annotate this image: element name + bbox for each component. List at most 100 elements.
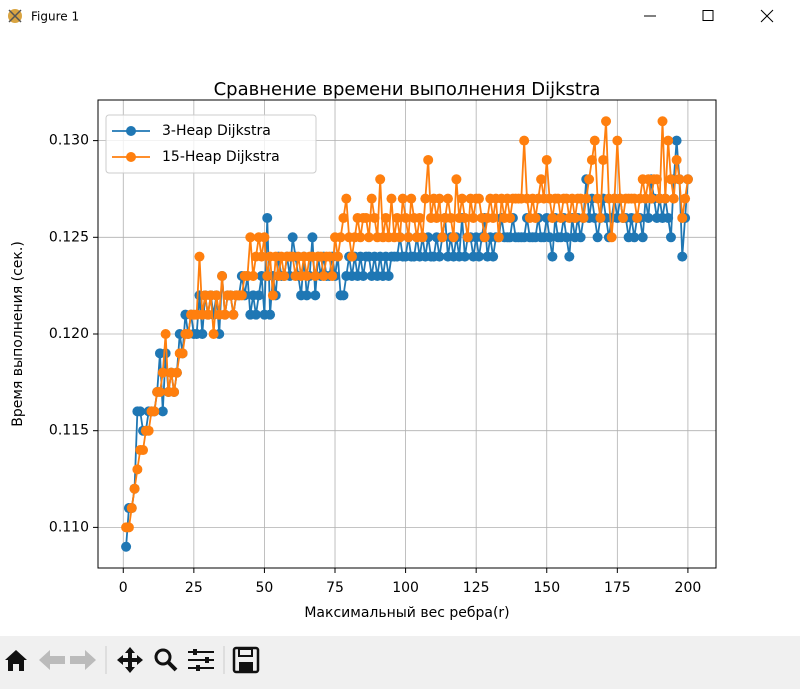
data-point (202, 309, 213, 320)
data-point (671, 135, 682, 146)
data-point (493, 232, 504, 243)
data-point (160, 329, 171, 339)
data-point (310, 290, 321, 301)
forward-button[interactable] (70, 650, 96, 670)
data-point (262, 212, 273, 223)
data-point (358, 270, 369, 281)
zoom-button[interactable] (154, 648, 178, 672)
home-button[interactable] (5, 650, 27, 671)
data-point (473, 251, 484, 262)
save-button[interactable] (232, 646, 260, 674)
data-point (646, 193, 657, 204)
data-point (584, 174, 595, 185)
window-title: Figure 1 (31, 10, 79, 24)
data-point (375, 174, 386, 185)
data-point (383, 270, 394, 281)
data-point (267, 290, 278, 301)
data-point (157, 367, 168, 378)
data-point (256, 251, 267, 262)
data-point (171, 367, 182, 378)
legend-box (105, 114, 317, 174)
data-point (473, 193, 484, 204)
series (121, 116, 693, 533)
x-tick-label: 100 (392, 580, 419, 596)
data-point (575, 232, 586, 243)
data-point (561, 232, 572, 243)
plot: Сравнение времени выполнения Dijkstra Мак… (10, 79, 717, 621)
data-point (217, 270, 228, 281)
data-point (332, 251, 343, 262)
app-icon (8, 9, 22, 23)
data-point (541, 154, 552, 165)
data-point (437, 232, 448, 243)
x-tick-label: 200 (675, 580, 702, 596)
data-point (488, 251, 499, 262)
data-point (578, 212, 589, 223)
chart-title: Сравнение времени выполнения Dijkstra (214, 79, 601, 100)
data-point (589, 135, 600, 146)
data-point (414, 212, 425, 223)
data-point (366, 193, 377, 204)
legend-label: 15-Heap Dijkstra (162, 149, 280, 165)
pan-button[interactable] (117, 647, 143, 673)
data-point (530, 212, 541, 223)
data-point (211, 290, 222, 301)
data-point (197, 329, 208, 339)
y-tick-label: 0.120 (49, 326, 89, 342)
data-point (194, 251, 205, 262)
data-point (505, 212, 516, 223)
maximize-button[interactable] (702, 10, 714, 21)
close-button[interactable] (760, 9, 774, 23)
data-point (160, 348, 171, 359)
x-tick-label: 25 (185, 580, 203, 596)
data-point (208, 329, 219, 339)
legend-marker (126, 152, 136, 162)
data-point (519, 135, 530, 146)
data-point (643, 212, 654, 223)
data-point (250, 309, 261, 320)
data-point (544, 232, 555, 243)
data-point (406, 193, 417, 204)
data-point (423, 154, 434, 165)
data-point (318, 270, 329, 281)
data-point (660, 193, 671, 204)
data-point (569, 212, 580, 223)
data-point (121, 541, 132, 552)
data-point (307, 232, 318, 243)
data-point (479, 232, 490, 243)
data-point (457, 193, 468, 204)
data-point (420, 193, 431, 204)
data-point (617, 212, 628, 223)
data-point (335, 232, 346, 243)
data-point (177, 348, 188, 359)
data-point (488, 212, 499, 223)
data-point (245, 232, 256, 243)
data-point (682, 174, 693, 185)
data-point (632, 212, 643, 223)
data-point (445, 212, 456, 223)
data-point (287, 232, 298, 243)
data-point (629, 232, 640, 243)
data-point (157, 406, 168, 417)
data-point (380, 212, 391, 223)
data-point (564, 251, 575, 262)
back-button[interactable] (39, 650, 65, 670)
data-point (598, 154, 609, 165)
data-point (671, 154, 682, 165)
data-point (442, 193, 453, 204)
data-point (228, 309, 239, 320)
data-point (149, 406, 160, 417)
data-point (417, 232, 428, 243)
data-point (253, 290, 264, 301)
y-tick-label: 0.125 (49, 229, 89, 245)
data-point (592, 193, 603, 204)
data-point (394, 232, 405, 243)
data-point (434, 193, 445, 204)
configure-button[interactable] (188, 649, 214, 671)
data-point (595, 212, 606, 223)
data-point (459, 251, 470, 262)
data-point (674, 174, 685, 185)
data-point (547, 251, 558, 262)
x-tick-label: 125 (463, 580, 490, 596)
